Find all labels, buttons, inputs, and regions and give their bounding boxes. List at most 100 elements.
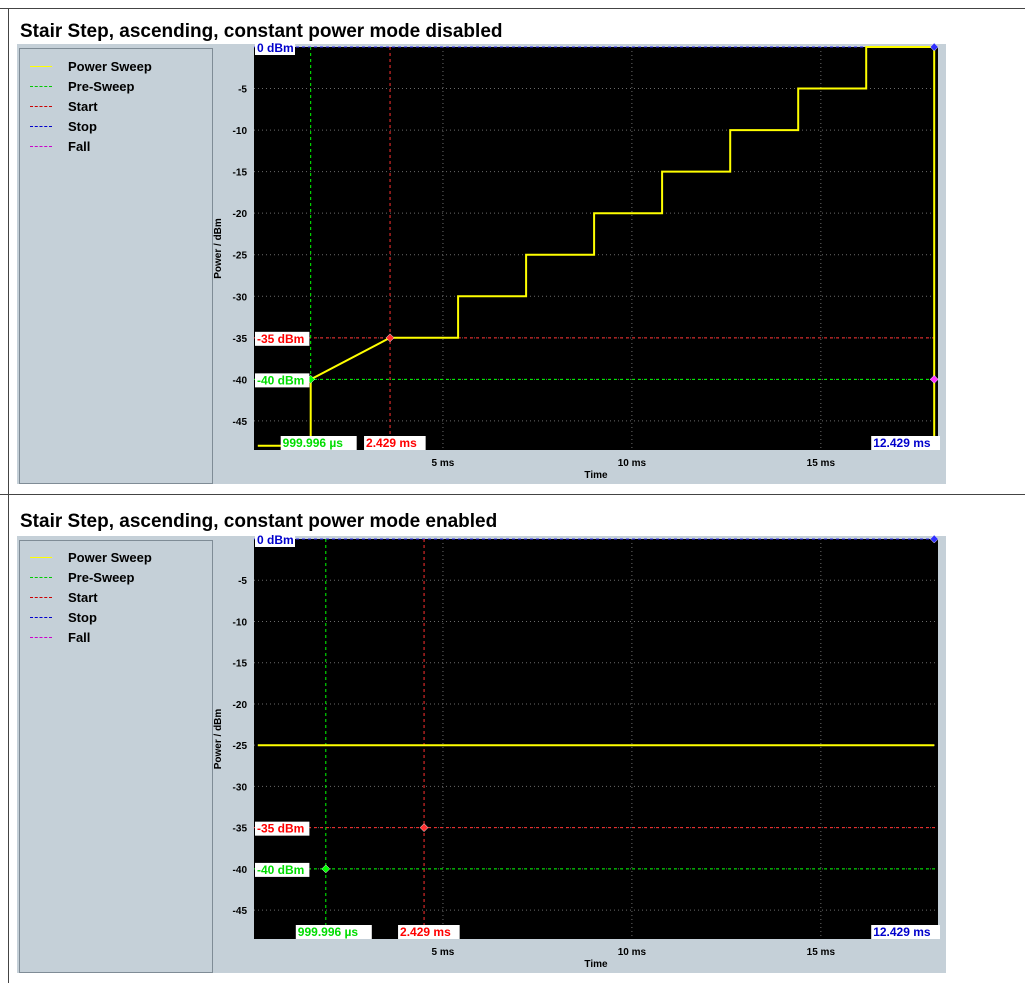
legend-label: Fall (68, 138, 91, 154)
x-tick-label: 15 ms (807, 458, 836, 469)
pre-sweep-level-label-bg (255, 373, 310, 388)
legend-item-stop: Stop (30, 117, 97, 135)
start-level-label-text: -35 dBm (257, 822, 304, 836)
y-tick-label: -20 (233, 700, 248, 711)
pre-sweep-time-label: 999.996 µs (280, 436, 357, 450)
x-axis-label: Time (584, 470, 608, 481)
legend-label: Power Sweep (68, 549, 152, 565)
chart-2-plot: 5 ms 10 ms 15 ms -5 -10 -15 -20 -25 -30 -35 -40 -45… (213, 533, 940, 970)
middle-rule (0, 494, 1025, 495)
legend-item-power-sweep: Power Sweep (30, 548, 152, 566)
y-axis-label: Power / dBm (213, 709, 224, 770)
y-tick-label: -45 (233, 417, 248, 428)
start-time-label-text: 2.429 ms (400, 925, 451, 939)
pre-sweep-time-label-bg (295, 925, 372, 939)
start-level-label: -35 dBm (255, 331, 310, 346)
y-tick-label: -25 (233, 741, 248, 752)
stop-point (929, 42, 939, 52)
power-sweep-swatch (30, 65, 52, 67)
start-time-label-bg (364, 436, 426, 450)
stop-level-label: 0 dBm (255, 533, 295, 547)
legend-item-fall: Fall (30, 137, 90, 155)
chart-2-title: Stair Step, ascending, constant power mo… (20, 511, 498, 532)
chart-1-plot: 5 ms 10 ms 15 ms -5 -10 -15 -20 -25 -30 -35 -40 -45… (213, 41, 940, 481)
pre-sweep-level-label: -40 dBm (255, 862, 310, 877)
fall-swatch (30, 636, 52, 638)
stop-level-label-text: 0 dBm (257, 41, 294, 55)
start-swatch (30, 105, 52, 107)
legend-item-stop: Stop (30, 608, 97, 626)
legend-item-fall: Fall (30, 628, 90, 646)
pre-sweep-time-label: 999.996 µs (295, 925, 372, 939)
plot-area (254, 539, 938, 939)
y-tick-label: -40 (233, 375, 248, 386)
legend-label: Start (68, 98, 98, 114)
y-tick-label: -5 (238, 85, 247, 96)
start-time-label-text: 2.429 ms (366, 436, 417, 450)
stop-time-label-bg (871, 436, 940, 450)
pre-sweep-time-label-bg (280, 436, 357, 450)
y-tick-label: -45 (233, 906, 248, 917)
x-tick-label: 5 ms (432, 947, 455, 958)
start-point (385, 333, 395, 343)
fall-point (929, 375, 939, 384)
start-time-label: 2.429 ms (364, 436, 426, 450)
y-tick-label: -35 (233, 824, 248, 835)
stop-point (929, 534, 939, 544)
y-tick-label: -30 (233, 782, 248, 793)
x-tick-label: 5 ms (432, 458, 455, 469)
legend-item-power-sweep: Power Sweep (30, 57, 152, 75)
stop-swatch (30, 125, 52, 127)
stop-level-label: 0 dBm (255, 41, 295, 55)
power-sweep-swatch (30, 556, 52, 558)
start-level-label-bg (255, 821, 310, 836)
y-tick-label: -25 (233, 251, 248, 262)
y-tick-label: -10 (233, 617, 248, 628)
legend-label: Stop (68, 609, 97, 625)
plot-area (254, 47, 938, 450)
y-tick-label: -30 (233, 292, 248, 303)
start-level-label-bg (255, 331, 310, 346)
start-time-label-bg (398, 925, 460, 939)
x-axis-label: Time (584, 959, 608, 970)
start-level-label: -35 dBm (255, 821, 310, 836)
pre-sweep-level-label: -40 dBm (255, 373, 310, 388)
stop-level-label-bg (255, 41, 295, 55)
pre-sweep-time-label-text: 999.996 µs (298, 925, 359, 939)
legend-item-pre-sweep: Pre-Sweep (30, 77, 134, 95)
pre-sweep-point (321, 864, 331, 874)
left-rule (8, 8, 9, 983)
pre-sweep-level-label-bg (255, 862, 310, 877)
top-rule (0, 8, 1025, 9)
stop-time-label-bg (871, 925, 940, 939)
legend-item-start: Start (30, 97, 98, 115)
legend-label: Pre-Sweep (68, 78, 135, 94)
stop-time-label-text: 12.429 ms (873, 436, 931, 450)
legend-item-start: Start (30, 588, 98, 606)
y-axis-label: Power / dBm (213, 218, 224, 279)
start-swatch (30, 596, 52, 598)
pre-sweep-level-label-text: -40 dBm (257, 373, 304, 387)
chart-1-legend: Power Sweep Pre-Sweep Start Stop Fall (19, 48, 213, 484)
legend-label: Start (68, 589, 98, 605)
y-tick-label: -40 (233, 865, 248, 876)
y-tick-label: -15 (233, 659, 248, 670)
y-tick-label: -35 (233, 334, 248, 345)
stop-level-label-bg (255, 533, 295, 547)
stop-time-label-text: 12.429 ms (873, 925, 931, 939)
x-tick-label: 15 ms (807, 947, 836, 958)
power-sweep-line (257, 46, 936, 447)
chart-1-title: Stair Step, ascending, constant power mo… (20, 21, 503, 42)
y-tick-label: -15 (233, 168, 248, 179)
legend-item-pre-sweep: Pre-Sweep (30, 568, 134, 586)
stop-level-label-text: 0 dBm (257, 533, 294, 547)
pre-sweep-swatch (30, 576, 52, 578)
pre-sweep-swatch (30, 85, 52, 87)
legend-label: Power Sweep (68, 58, 152, 74)
start-point (419, 823, 429, 833)
chart-2-legend: Power Sweep Pre-Sweep Start Stop Fall (19, 540, 213, 973)
y-tick-label: -10 (233, 126, 248, 137)
start-level-label-text: -35 dBm (257, 332, 304, 346)
stop-swatch (30, 616, 52, 618)
fall-swatch (30, 145, 52, 147)
